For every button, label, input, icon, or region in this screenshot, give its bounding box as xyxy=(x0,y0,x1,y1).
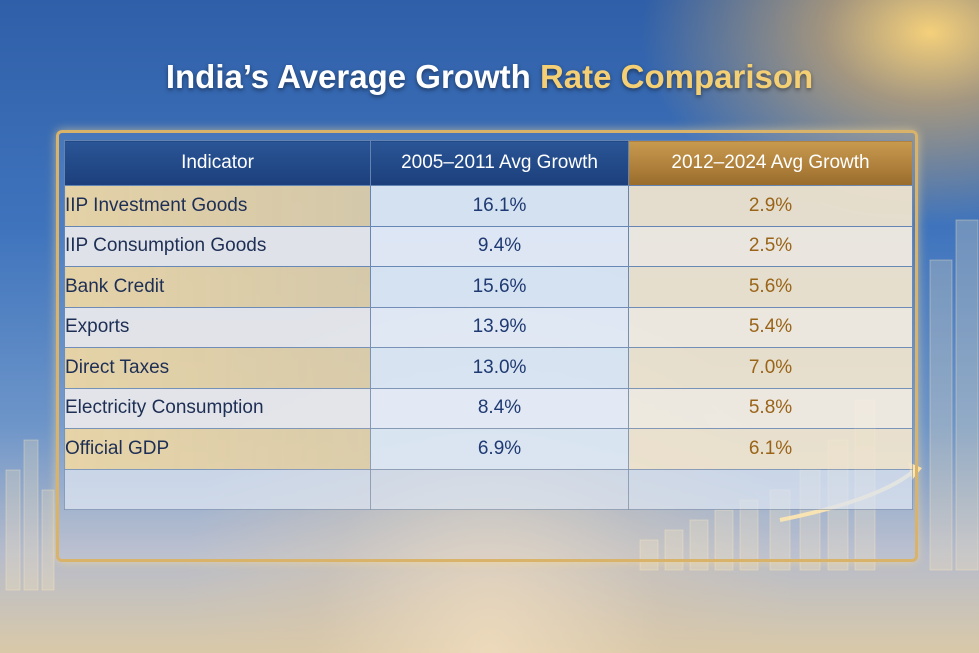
value-2005-2011-cell: 9.4% xyxy=(370,225,629,267)
header-2005-2011: 2005–2011 Avg Growth xyxy=(370,140,629,186)
deco-bar xyxy=(23,439,39,591)
value-2012-2024-cell: 5.8% xyxy=(628,387,913,429)
value-2012-2024-cell: 2.5% xyxy=(628,225,913,267)
table-row: IIP Investment Goods 16.1% 2.9% xyxy=(64,185,913,227)
value-2005-2011-cell: 8.4% xyxy=(370,387,629,429)
indicator-cell: Direct Taxes xyxy=(64,347,371,389)
table-header-row: Indicator 2005–2011 Avg Growth 2012–2024… xyxy=(64,140,913,186)
indicator-cell: IIP Investment Goods xyxy=(64,185,371,227)
header-2012-2024: 2012–2024 Avg Growth xyxy=(628,140,913,186)
deco-bar xyxy=(41,489,55,591)
growth-table: Indicator 2005–2011 Avg Growth 2012–2024… xyxy=(64,140,913,510)
value-2005-2011-cell: 13.9% xyxy=(370,306,629,348)
indicator-cell: Exports xyxy=(64,306,371,348)
empty-row xyxy=(64,468,913,510)
value-2012-2024-cell: 7.0% xyxy=(628,347,913,389)
indicator-cell: IIP Consumption Goods xyxy=(64,225,371,267)
deco-bar xyxy=(955,219,979,571)
table-row: IIP Consumption Goods 9.4% 2.5% xyxy=(64,225,913,267)
value-2012-2024-cell: 6.1% xyxy=(628,428,913,470)
indicator-cell: Bank Credit xyxy=(64,266,371,308)
title-highlight: Rate Comparison xyxy=(539,58,814,95)
deco-bar xyxy=(929,259,953,571)
value-2012-2024-cell: 5.6% xyxy=(628,266,913,308)
table-row: Official GDP 6.9% 6.1% xyxy=(64,428,913,470)
page-title: India’s Average Growth Rate Comparison xyxy=(0,58,979,96)
indicator-cell: Official GDP xyxy=(64,428,371,470)
indicator-cell: Electricity Consumption xyxy=(64,387,371,429)
value-2005-2011-cell: 16.1% xyxy=(370,185,629,227)
value-2005-2011-cell: 15.6% xyxy=(370,266,629,308)
empty-cell xyxy=(64,468,371,510)
empty-cell xyxy=(628,468,913,510)
header-indicator: Indicator xyxy=(64,140,371,186)
title-main: India’s Average Growth xyxy=(165,58,531,95)
table-row: Electricity Consumption 8.4% 5.8% xyxy=(64,387,913,429)
value-2012-2024-cell: 2.9% xyxy=(628,185,913,227)
value-2005-2011-cell: 13.0% xyxy=(370,347,629,389)
table-row: Exports 13.9% 5.4% xyxy=(64,306,913,348)
empty-cell xyxy=(370,468,629,510)
table-body: IIP Investment Goods 16.1% 2.9% IIP Consump… xyxy=(64,185,913,510)
table-row: Direct Taxes 13.0% 7.0% xyxy=(64,347,913,389)
deco-bar xyxy=(5,469,21,591)
table-row: Bank Credit 15.6% 5.6% xyxy=(64,266,913,308)
value-2012-2024-cell: 5.4% xyxy=(628,306,913,348)
value-2005-2011-cell: 6.9% xyxy=(370,428,629,470)
